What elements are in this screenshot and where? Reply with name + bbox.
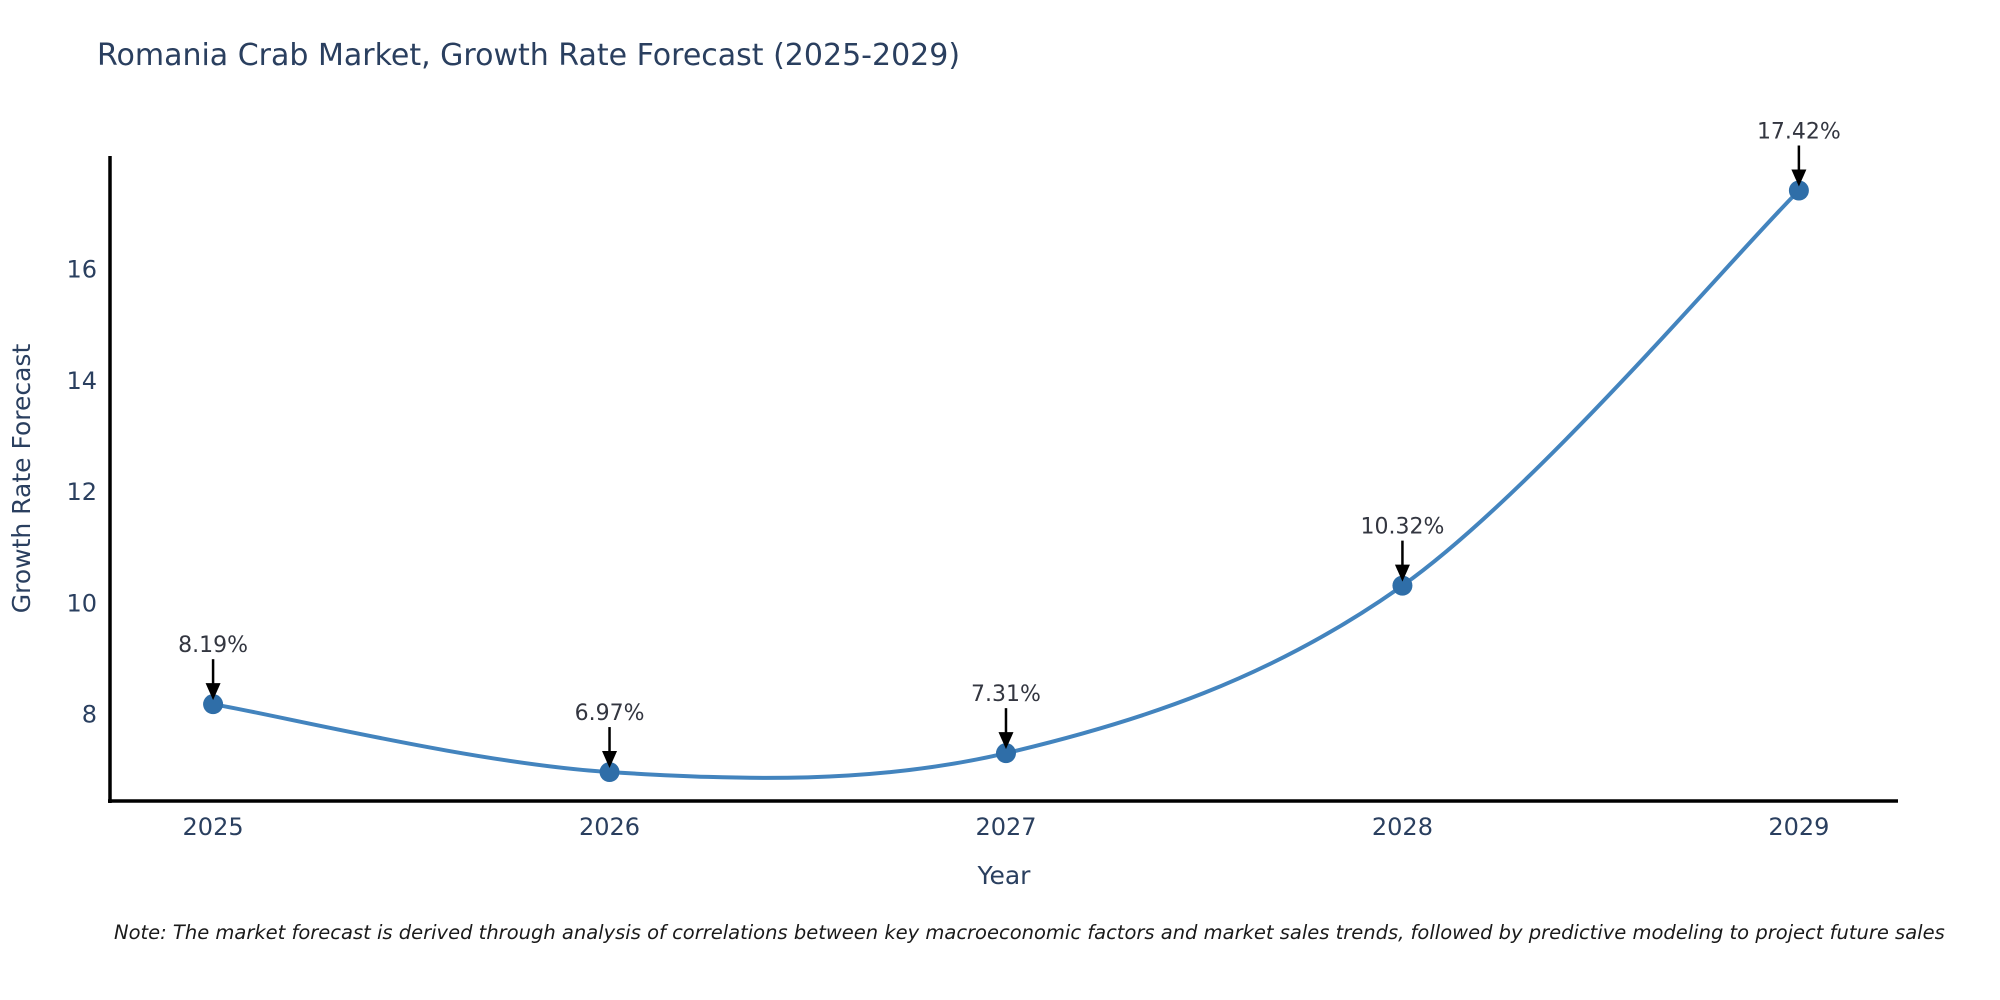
y-tick-label: 12: [66, 478, 97, 506]
annotation-label: 6.97%: [575, 701, 645, 726]
y-tick-label: 10: [66, 589, 97, 617]
annotation-label: 8.19%: [178, 633, 248, 658]
x-tick-label: 2027: [975, 813, 1036, 841]
y-tick-label: 8: [82, 701, 97, 729]
x-tick-label: 2028: [1372, 813, 1433, 841]
annotation-arrowhead-icon: [998, 732, 1014, 750]
data-point[interactable]: [1392, 575, 1413, 596]
x-axis-title: Year: [977, 861, 1032, 890]
footnote: Note: The market forecast is derived thr…: [114, 921, 1945, 944]
y-tick-label: 16: [66, 256, 97, 284]
data-point[interactable]: [599, 762, 620, 783]
annotation-arrowhead-icon: [205, 683, 221, 701]
data-point[interactable]: [995, 743, 1016, 764]
y-tick-label: 14: [66, 367, 97, 395]
chart-title: Romania Crab Market, Growth Rate Forecas…: [97, 38, 961, 73]
x-tick-label: 2025: [183, 813, 244, 841]
annotation-arrowhead-icon: [1791, 169, 1807, 187]
annotation-arrowhead-icon: [602, 751, 618, 769]
x-tick-label: 2026: [579, 813, 640, 841]
annotation-label: 7.31%: [971, 682, 1041, 707]
x-tick-label: 2029: [1768, 813, 1829, 841]
annotation-label: 17.42%: [1757, 120, 1841, 145]
data-point[interactable]: [203, 694, 224, 715]
annotation-arrowhead-icon: [1394, 564, 1410, 582]
annotation-label: 10.32%: [1360, 515, 1444, 540]
data-point[interactable]: [1788, 180, 1809, 201]
y-axis-title: Growth Rate Forecast: [7, 344, 36, 614]
